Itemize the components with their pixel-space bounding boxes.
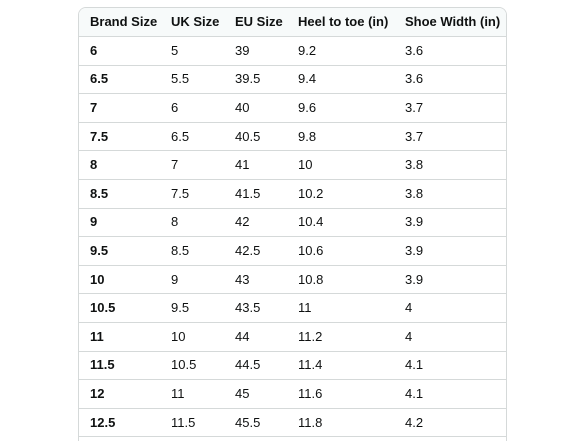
uk-size-cell: 9 [160,265,224,295]
table-row: 6 5 39 9.2 3.6 [79,36,506,66]
eu-size-cell: 44 [224,322,287,352]
heel-to-toe-cell: 10 [287,150,394,180]
heel-to-toe-cell: 10.8 [287,265,394,295]
brand-size-cell: 8 [79,150,160,180]
eu-size-cell: 40.5 [224,122,287,152]
uk-size-cell: 8.5 [160,236,224,266]
heel-to-toe-cell: 11.2 [287,322,394,352]
uk-size-cell: 10 [160,322,224,352]
heel-to-toe-cell: 10.2 [287,179,394,209]
column-header-uk-size: UK Size [160,8,224,37]
eu-size-cell: 43 [224,265,287,295]
heel-to-toe-cell: 11 [287,293,394,323]
eu-size-cell: 41.5 [224,179,287,209]
shoe-width-cell: 3.9 [394,265,506,295]
size-chart-table: Brand Size UK Size EU Size Heel to toe (… [79,8,506,438]
uk-size-cell: 11 [160,379,224,409]
heel-to-toe-cell: 11.8 [287,408,394,438]
heel-to-toe-cell: 9.6 [287,93,394,123]
brand-size-cell: 6 [79,36,160,66]
brand-size-cell: 6.5 [79,65,160,95]
table-row: 9 8 42 10.4 3.9 [79,208,506,238]
shoe-width-cell: 4.1 [394,351,506,381]
brand-size-cell: 9.5 [79,236,160,266]
table-row: 9.5 8.5 42.5 10.6 3.9 [79,236,506,266]
uk-size-cell: 5.5 [160,65,224,95]
shoe-width-cell: 3.6 [394,36,506,66]
table-row: 11 10 44 11.2 4 [79,322,506,352]
brand-size-cell: 9 [79,208,160,238]
heel-to-toe-cell: 11.4 [287,351,394,381]
brand-size-cell: 12.5 [79,408,160,438]
eu-size-cell: 39.5 [224,65,287,95]
shoe-width-cell: 3.8 [394,150,506,180]
uk-size-cell: 7 [160,150,224,180]
heel-to-toe-cell: 9.4 [287,65,394,95]
brand-size-cell: 7.5 [79,122,160,152]
uk-size-cell: 11.5 [160,408,224,438]
eu-size-cell: 39 [224,36,287,66]
shoe-width-cell: 3.6 [394,65,506,95]
eu-size-cell: 44.5 [224,351,287,381]
column-header-heel-to-toe: Heel to toe (in) [287,8,394,37]
shoe-width-cell: 4.2 [394,408,506,438]
brand-size-cell: 10.5 [79,293,160,323]
uk-size-cell: 8 [160,208,224,238]
brand-size-cell: 11 [79,322,160,352]
eu-size-cell: 43.5 [224,293,287,323]
brand-size-cell: 8.5 [79,179,160,209]
eu-size-cell: 42 [224,208,287,238]
eu-size-cell: 42.5 [224,236,287,266]
brand-size-cell: 10 [79,265,160,295]
uk-size-cell: 7.5 [160,179,224,209]
shoe-width-cell: 3.9 [394,208,506,238]
shoe-width-cell: 4 [394,293,506,323]
table-row: 6.5 5.5 39.5 9.4 3.6 [79,65,506,95]
uk-size-cell: 9.5 [160,293,224,323]
brand-size-cell: 7 [79,93,160,123]
heel-to-toe-cell: 11.6 [287,379,394,409]
brand-size-cell: 11.5 [79,351,160,381]
shoe-width-cell: 4 [394,322,506,352]
heel-to-toe-cell: 9.2 [287,36,394,66]
uk-size-cell: 6 [160,93,224,123]
header-row: Brand Size UK Size EU Size Heel to toe (… [79,8,506,37]
eu-size-cell: 41 [224,150,287,180]
column-header-eu-size: EU Size [224,8,287,37]
uk-size-cell: 10.5 [160,351,224,381]
shoe-width-cell: 4.1 [394,379,506,409]
table-row: 8.5 7.5 41.5 10.2 3.8 [79,179,506,209]
shoe-width-cell: 3.7 [394,93,506,123]
table-row: 7 6 40 9.6 3.7 [79,93,506,123]
column-header-shoe-width: Shoe Width (in) [394,8,506,37]
heel-to-toe-cell: 9.8 [287,122,394,152]
heel-to-toe-cell: 10.6 [287,236,394,266]
table-row: 12.5 11.5 45.5 11.8 4.2 [79,408,506,438]
table-row: 7.5 6.5 40.5 9.8 3.7 [79,122,506,152]
eu-size-cell: 40 [224,93,287,123]
uk-size-cell: 6.5 [160,122,224,152]
table-row: 11.5 10.5 44.5 11.4 4.1 [79,351,506,381]
eu-size-cell: 45 [224,379,287,409]
shoe-width-cell: 3.9 [394,236,506,266]
table-row: 12 11 45 11.6 4.1 [79,379,506,409]
shoe-width-cell: 3.7 [394,122,506,152]
table-row: 10.5 9.5 43.5 11 4 [79,293,506,323]
table-row: 8 7 41 10 3.8 [79,150,506,180]
heel-to-toe-cell: 10.4 [287,208,394,238]
uk-size-cell: 5 [160,36,224,66]
size-chart-container: Brand Size UK Size EU Size Heel to toe (… [78,7,507,441]
eu-size-cell: 45.5 [224,408,287,438]
column-header-brand-size: Brand Size [79,8,160,37]
table-row: 10 9 43 10.8 3.9 [79,265,506,295]
brand-size-cell: 12 [79,379,160,409]
shoe-width-cell: 3.8 [394,179,506,209]
